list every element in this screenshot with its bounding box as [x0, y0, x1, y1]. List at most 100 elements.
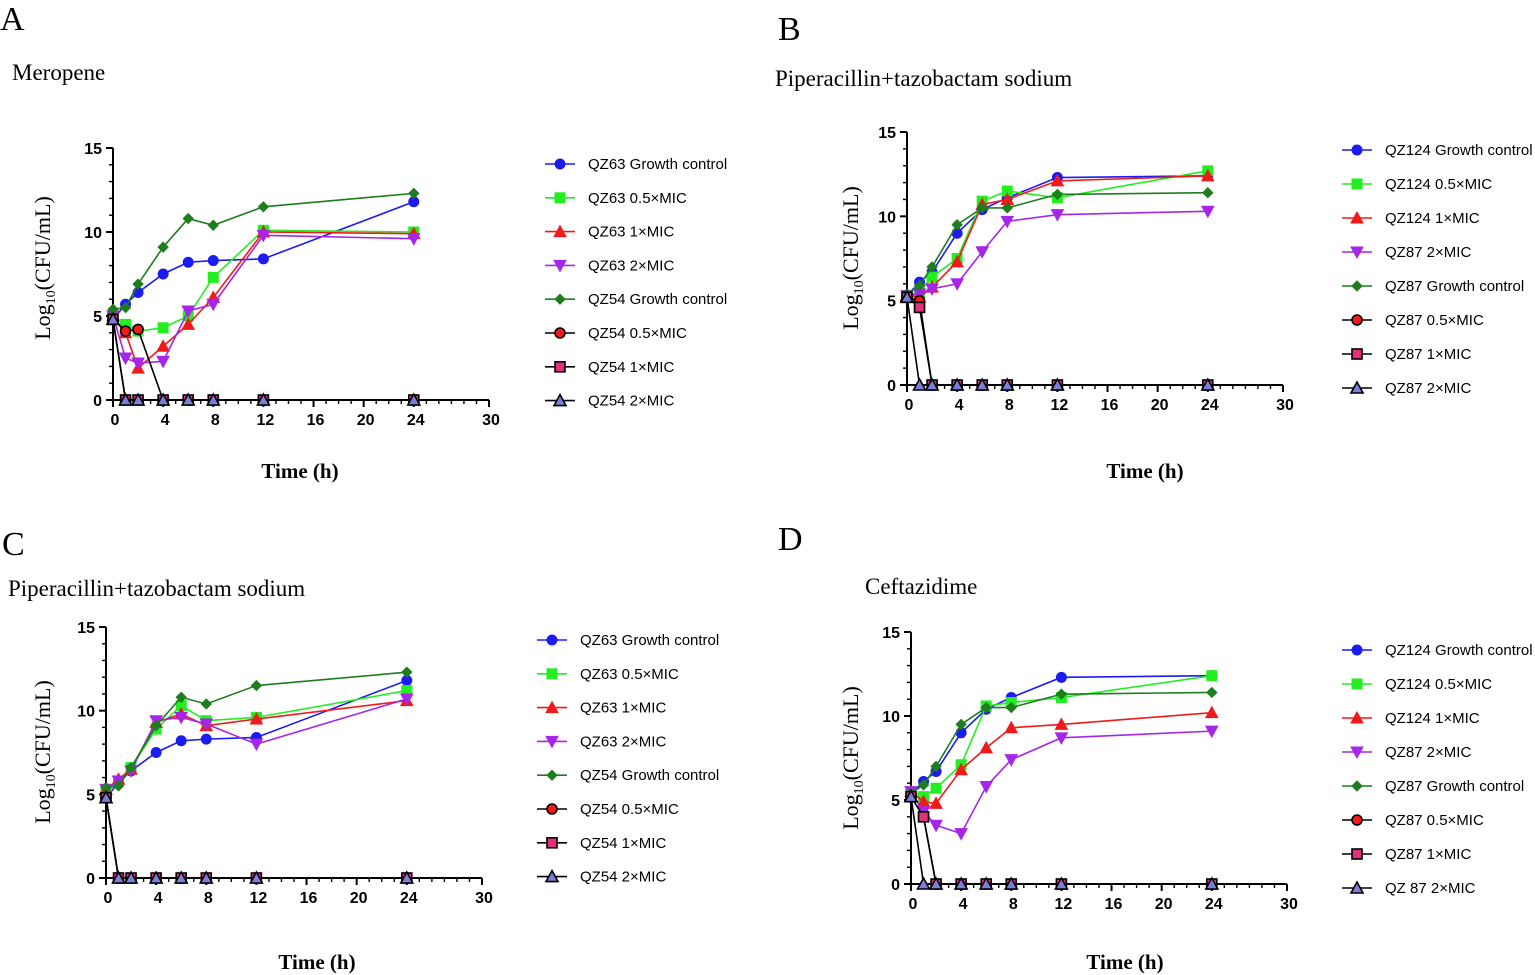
data-point	[1050, 209, 1065, 222]
legend-label: QZ54 Growth control	[580, 767, 719, 784]
legend-item: QZ63 0.5×MIC	[545, 190, 687, 207]
legend-item: QZ87 Growth control	[1342, 278, 1524, 295]
data-point	[130, 392, 146, 406]
y-tick-label: 0	[887, 378, 896, 395]
series-line	[112, 231, 414, 370]
data-point	[118, 392, 133, 406]
series-7	[905, 790, 1218, 890]
legend-marker	[546, 803, 558, 815]
series-8	[899, 289, 1216, 391]
y-axis-label: Log10(CFU/mL)	[30, 680, 59, 824]
legend-item: QZ87 1×MIC	[1342, 346, 1471, 363]
data-point	[979, 740, 994, 754]
series-5	[901, 187, 1214, 300]
y-tick-label: 10	[77, 704, 95, 721]
series-6	[100, 791, 413, 884]
legend-marker	[554, 192, 566, 204]
data-point	[1054, 717, 1069, 730]
y-tick-label: 10	[84, 225, 102, 242]
x-tick-label: 0	[111, 412, 120, 429]
legend-label: QZ63 0.5×MIC	[580, 666, 679, 683]
data-point	[979, 781, 994, 794]
legend-item: QZ63 1×MIC	[537, 700, 666, 717]
data-point	[917, 779, 930, 791]
panel-c: C Piperacillin+tazobactam sodium 0 5 10 15 0 4 8…	[2, 526, 719, 974]
y-axis-label: Log10(CFU/mL)	[30, 196, 59, 340]
chart-title: Ceftazidime	[865, 574, 977, 599]
data-point	[132, 278, 144, 290]
data-point	[157, 268, 169, 280]
legend-label: QZ54 2×MIC	[588, 393, 674, 410]
legend-marker	[1351, 644, 1363, 656]
series-6	[905, 790, 1218, 890]
legend-marker	[1351, 144, 1363, 156]
y-tick-label: 15	[878, 125, 896, 142]
data-point	[131, 357, 145, 371]
data-point	[1050, 377, 1065, 391]
legend-label: QZ124 Growth control	[1385, 642, 1533, 659]
legend-marker	[1349, 380, 1365, 394]
legend-marker	[1350, 246, 1364, 260]
legend-item: QZ87 2×MIC	[1342, 380, 1471, 397]
series-line	[112, 229, 414, 332]
x-tick-label: 16	[1105, 896, 1123, 913]
data-point	[928, 876, 944, 890]
data-point	[406, 392, 422, 406]
data-point	[157, 322, 169, 334]
x-tick-label: 4	[955, 397, 964, 414]
data-point	[148, 870, 164, 884]
legend-label: QZ87 Growth control	[1385, 278, 1524, 295]
data-point	[256, 229, 271, 243]
series-line	[910, 796, 1212, 885]
x-tick-label: 30	[475, 890, 493, 907]
data-point	[930, 782, 942, 794]
data-point	[950, 254, 964, 268]
y-tick-label: 15	[77, 620, 95, 637]
x-tick-label: 0	[104, 890, 113, 907]
data-point	[974, 377, 990, 391]
data-point	[156, 339, 170, 352]
x-tick-label: 0	[909, 896, 918, 913]
x-tick-label: 8	[1009, 896, 1018, 913]
legend-marker	[554, 360, 566, 373]
series-line	[105, 797, 407, 879]
series-line	[105, 797, 407, 879]
data-point	[125, 761, 137, 774]
x-tick-label: 30	[1276, 397, 1294, 414]
legend-marker	[1351, 314, 1363, 326]
legend-marker	[546, 634, 558, 646]
y-axis-label-unit: (CFU/mL)	[30, 680, 55, 774]
data-point	[175, 735, 187, 747]
series-line	[910, 730, 1212, 835]
data-point	[207, 219, 219, 231]
legend-item: QZ63 1×MIC	[545, 224, 674, 241]
x-tick-label: 24	[407, 412, 425, 429]
x-tick-label: 16	[300, 890, 318, 907]
data-point	[105, 311, 121, 326]
series-line	[906, 296, 1208, 386]
x-axis-label: Time (h)	[278, 950, 355, 974]
series-8	[105, 311, 422, 406]
data-point	[123, 870, 139, 884]
data-point	[1000, 215, 1015, 229]
data-point	[249, 711, 264, 725]
data-point	[207, 255, 219, 267]
data-point	[180, 392, 196, 406]
data-point	[399, 693, 414, 706]
legend-label: QZ63 Growth control	[580, 632, 719, 649]
y-axis-label-subscript: 10	[44, 774, 59, 788]
x-tick-label: 20	[357, 412, 375, 429]
data-point	[954, 762, 968, 776]
legend-item: QZ124 1×MIC	[1342, 710, 1480, 727]
data-point	[903, 788, 919, 803]
x-tick-label: 24	[1205, 896, 1223, 913]
y-axis-label-main: Log	[838, 794, 863, 829]
data-point	[174, 711, 189, 725]
legend-marker	[1351, 814, 1363, 826]
series-5	[100, 666, 413, 794]
legend-label: QZ87 0.5×MIC	[1385, 312, 1484, 329]
data-point	[182, 212, 194, 225]
data-point	[98, 790, 114, 804]
data-point	[1003, 876, 1019, 890]
data-point	[206, 298, 221, 312]
